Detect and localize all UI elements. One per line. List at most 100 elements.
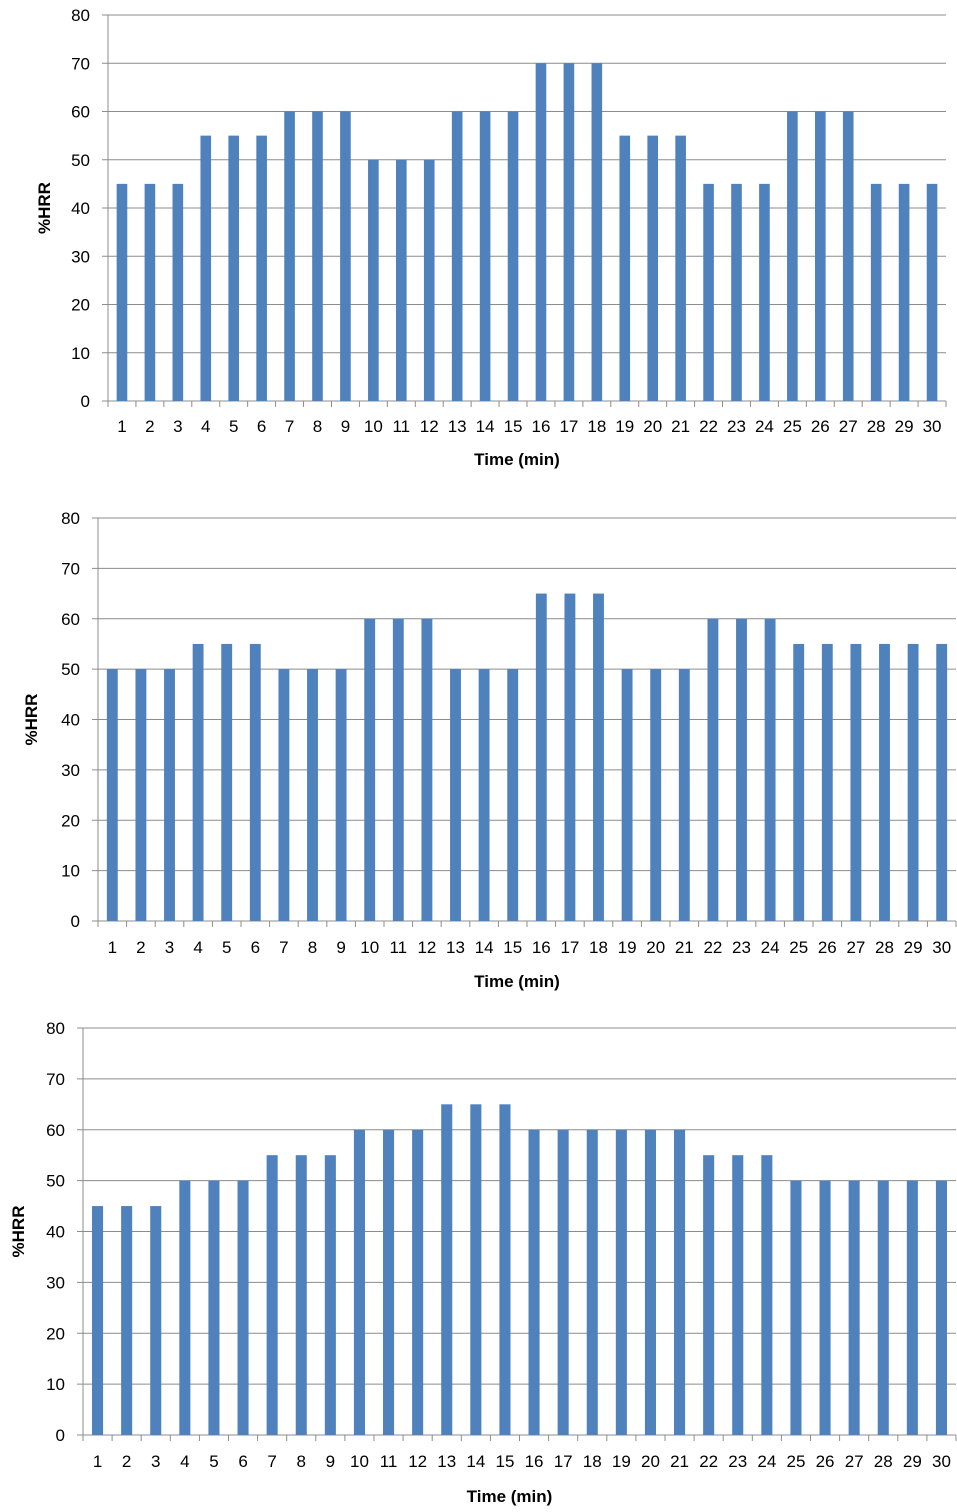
x-tick-label: 5 [229, 417, 238, 436]
bar [906, 1180, 918, 1435]
x-tick-label: 8 [297, 1452, 306, 1471]
y-tick-label: 80 [71, 6, 90, 25]
x-tick-label: 2 [145, 417, 154, 436]
x-tick-label: 1 [93, 1452, 102, 1471]
bar [842, 111, 854, 401]
x-tick-label: 15 [504, 417, 523, 436]
x-tick-label: 20 [646, 938, 665, 957]
x-tick-label: 16 [532, 417, 551, 436]
y-axis-title: %HRR [22, 694, 41, 746]
bar [121, 1206, 133, 1435]
bar [793, 643, 805, 921]
x-tick-label: 22 [699, 417, 718, 436]
bar [470, 1104, 482, 1435]
bar [879, 643, 890, 921]
x-tick-label: 28 [867, 417, 886, 436]
x-tick-label: 19 [618, 938, 637, 957]
y-tick-label: 0 [71, 912, 80, 931]
bar [619, 135, 631, 401]
x-tick-label: 13 [446, 938, 465, 957]
bar [535, 63, 547, 401]
y-tick-label: 80 [46, 1019, 65, 1038]
x-tick-label: 13 [448, 417, 467, 436]
bar [106, 669, 118, 921]
x-tick-label: 24 [761, 938, 780, 957]
y-tick-label: 60 [46, 1121, 65, 1140]
bar [764, 618, 776, 921]
x-tick-label: 29 [903, 1452, 922, 1471]
x-tick-label: 12 [417, 938, 436, 957]
bar [412, 1129, 424, 1435]
x-tick-label: 13 [437, 1452, 456, 1471]
x-tick-label: 28 [875, 938, 894, 957]
bar [759, 183, 770, 401]
x-tick-label: 8 [308, 938, 317, 957]
x-tick-label: 6 [238, 1452, 247, 1471]
bar [335, 669, 347, 921]
x-tick-label: 5 [209, 1452, 218, 1471]
bar [228, 135, 240, 401]
x-tick-label: 24 [757, 1452, 776, 1471]
bar [507, 669, 519, 921]
x-tick-label: 11 [392, 417, 410, 436]
bar [615, 1129, 627, 1435]
bar [192, 643, 204, 921]
y-tick-label: 10 [46, 1375, 65, 1394]
x-tick-label: 4 [180, 1452, 189, 1471]
x-tick-label: 30 [932, 1452, 951, 1471]
y-tick-label: 40 [46, 1223, 65, 1242]
bar [787, 111, 798, 401]
y-tick-label: 40 [71, 199, 90, 218]
x-tick-label: 18 [587, 417, 606, 436]
y-tick-label: 0 [56, 1426, 65, 1445]
x-tick-label: 3 [165, 938, 174, 957]
bar [707, 618, 719, 921]
x-tick-label: 15 [503, 938, 522, 957]
x-tick-label: 26 [811, 417, 830, 436]
bar [421, 618, 433, 921]
bar [164, 669, 175, 921]
y-tick-label: 20 [46, 1324, 65, 1343]
x-tick-label: 8 [313, 417, 322, 436]
bar [814, 111, 826, 401]
x-tick-label: 25 [786, 1452, 805, 1471]
y-axis-title: %HRR [35, 182, 54, 234]
x-tick-label: 29 [895, 417, 914, 436]
x-tick-label: 20 [641, 1452, 660, 1471]
bar [848, 1180, 860, 1435]
x-tick-label: 21 [675, 938, 694, 957]
x-tick-label: 16 [525, 1452, 544, 1471]
x-tick-label: 3 [151, 1452, 160, 1471]
x-tick-label: 28 [874, 1452, 893, 1471]
bar [674, 1129, 686, 1435]
x-tick-label: 29 [904, 938, 923, 957]
x-tick-label: 11 [380, 1452, 398, 1471]
bar [478, 669, 490, 921]
bar [172, 183, 184, 401]
x-tick-label: 30 [923, 417, 942, 436]
x-tick-label: 5 [222, 938, 231, 957]
x-tick-label: 23 [728, 1452, 747, 1471]
x-tick-label: 18 [589, 938, 608, 957]
x-tick-label: 17 [559, 417, 578, 436]
bar [135, 669, 147, 921]
bar [935, 1180, 947, 1435]
x-tick-label: 19 [612, 1452, 631, 1471]
bar [650, 669, 662, 921]
x-tick-label: 22 [699, 1452, 718, 1471]
x-tick-label: 12 [408, 1452, 427, 1471]
bar [731, 183, 742, 401]
x-tick-label: 9 [341, 417, 350, 436]
bar [340, 111, 351, 401]
bar [451, 111, 463, 401]
x-tick-label: 4 [193, 938, 202, 957]
bar [703, 1155, 715, 1435]
y-tick-label: 80 [61, 509, 80, 528]
bar [675, 135, 686, 401]
bar [907, 643, 919, 921]
y-tick-label: 70 [71, 54, 90, 73]
bar [295, 1155, 307, 1435]
x-tick-label: 2 [122, 1452, 131, 1471]
bar [850, 643, 862, 921]
bar [256, 135, 267, 401]
